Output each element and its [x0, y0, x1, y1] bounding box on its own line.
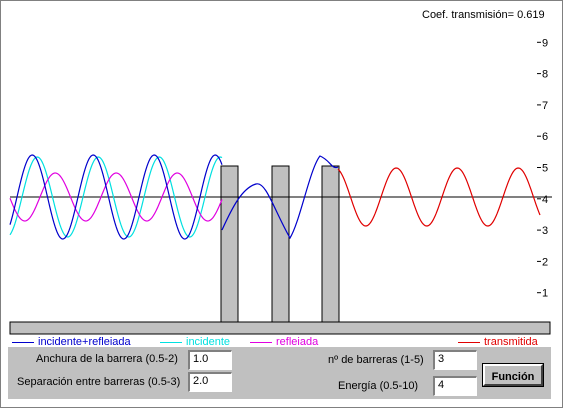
barriers	[9, 165, 551, 335]
legend-swatch	[458, 341, 480, 343]
y-tick-label: 3	[542, 225, 548, 237]
legend-incidente: incidente	[160, 336, 230, 348]
y-tick-label: 6	[542, 131, 548, 143]
y-axis-ticks: 9 8 7 6 5 4 3 2 1	[537, 37, 548, 300]
y-tick-label: 4	[542, 194, 548, 206]
control-panel: Anchura de la barrera (0.5-2) 1.0 Separa…	[8, 347, 551, 399]
n-barreras-label: nº de barreras (1-5)	[328, 354, 424, 366]
barrier	[271, 165, 290, 323]
y-tick-label: 8	[542, 69, 548, 81]
y-tick-label: 2	[542, 256, 548, 268]
y-tick-label: 1	[542, 288, 548, 300]
energia-input[interactable]: 4	[433, 376, 477, 396]
reflected-wave	[9, 172, 223, 222]
barrier	[321, 165, 340, 323]
legend-refleiada: refleiada	[250, 336, 318, 348]
barrier	[220, 165, 239, 323]
legend-swatch	[160, 341, 182, 343]
energia-label: Energía (0.5-10)	[338, 380, 419, 392]
legend-transmitida: transmitida	[458, 336, 538, 348]
legend-incidente-refleiada: incidente+refleiada	[12, 336, 131, 348]
incident-wave	[9, 156, 223, 238]
y-tick-label: 7	[542, 100, 548, 112]
anchura-input[interactable]: 1.0	[188, 350, 232, 370]
transmission-coefficient: Coef. transmisión= 0.619	[422, 9, 545, 21]
separacion-label: Separación entre barreras (0.5-3)	[17, 376, 181, 388]
legend-swatch	[250, 341, 272, 343]
n-barreras-input[interactable]: 3	[433, 350, 477, 370]
potential-floor	[9, 321, 551, 335]
y-tick-label: 5	[542, 163, 548, 175]
legend-swatch	[12, 341, 34, 343]
anchura-label: Anchura de la barrera (0.5-2)	[36, 353, 178, 365]
funcion-button[interactable]: Función	[482, 363, 544, 387]
separacion-input[interactable]: 2.0	[188, 372, 232, 392]
transmitted-wave	[337, 167, 541, 227]
incident-plus-reflected-wave	[9, 154, 339, 240]
wave-plot: 9 8 7 6 5 4 3 2 1	[9, 37, 552, 335]
y-tick-label: 9	[542, 37, 548, 49]
